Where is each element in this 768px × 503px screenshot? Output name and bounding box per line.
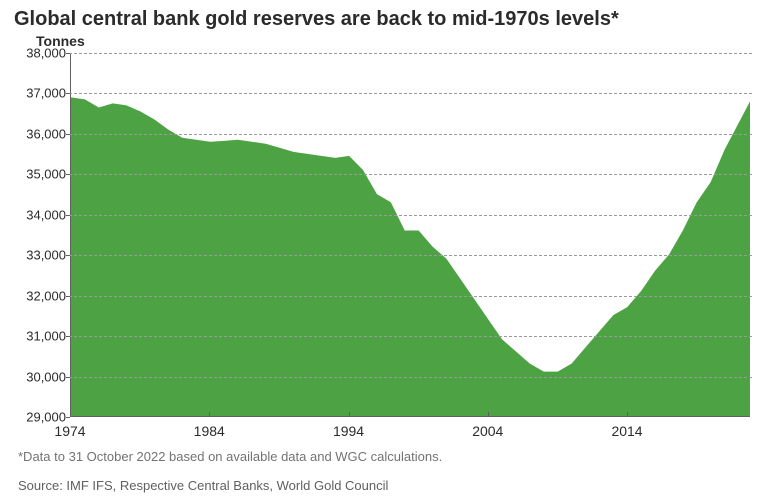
y-tick-label: 35,000 (14, 167, 66, 182)
grid-line (69, 377, 752, 378)
y-tick-label: 32,000 (14, 288, 66, 303)
x-tick-mark (488, 412, 489, 417)
x-tick-label: 2014 (611, 423, 642, 439)
x-tick-label: 2004 (472, 423, 503, 439)
y-axis-label: Tonnes (0, 33, 768, 49)
grid-line (69, 215, 752, 216)
chart-title: Global central bank gold reserves are ba… (0, 0, 768, 33)
x-tick-mark (349, 412, 350, 417)
grid-line (69, 336, 752, 337)
y-tick-label: 36,000 (14, 126, 66, 141)
y-tick-label: 30,000 (14, 369, 66, 384)
y-tick-mark (66, 336, 70, 337)
y-tick-label: 34,000 (14, 207, 66, 222)
grid-line (69, 255, 752, 256)
y-tick-mark (66, 255, 70, 256)
grid-line (69, 134, 752, 135)
chart-footnote: *Data to 31 October 2022 based on availa… (0, 445, 768, 464)
x-tick-mark (209, 412, 210, 417)
y-tick-mark (66, 134, 70, 135)
x-tick-label: 1994 (333, 423, 364, 439)
y-tick-label: 33,000 (14, 248, 66, 263)
y-tick-mark (66, 417, 70, 418)
x-tick-mark (627, 412, 628, 417)
y-tick-label: 31,000 (14, 329, 66, 344)
y-tick-mark (66, 215, 70, 216)
grid-line (69, 93, 752, 94)
grid-line (69, 174, 752, 175)
y-tick-label: 37,000 (14, 86, 66, 101)
plot-region (70, 53, 750, 417)
x-tick-mark (70, 412, 71, 417)
x-tick-label: 1984 (194, 423, 225, 439)
x-tick-label: 1974 (54, 423, 85, 439)
y-tick-mark (66, 377, 70, 378)
y-tick-mark (66, 53, 70, 54)
chart-source: Source: IMF IFS, Respective Central Bank… (0, 464, 768, 503)
y-tick-mark (66, 93, 70, 94)
grid-line (69, 53, 752, 54)
area-fill (71, 53, 750, 416)
y-tick-mark (66, 174, 70, 175)
y-tick-mark (66, 296, 70, 297)
grid-line (69, 296, 752, 297)
y-tick-label: 38,000 (14, 46, 66, 61)
chart-area: 29,00030,00031,00032,00033,00034,00035,0… (14, 53, 754, 439)
